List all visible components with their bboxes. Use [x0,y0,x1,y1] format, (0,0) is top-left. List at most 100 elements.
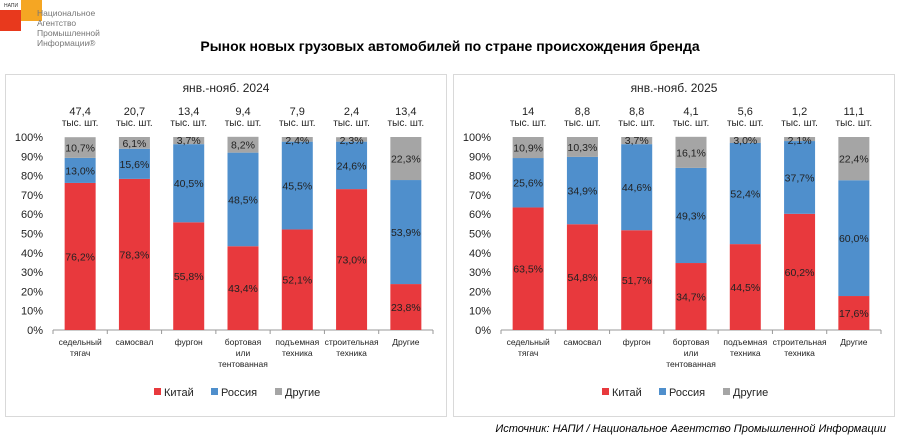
category-label: техника [336,348,367,358]
bar-Китай [621,230,653,330]
y-tick-label: 40% [21,248,43,260]
total-unit: тыс. шт. [279,118,316,129]
total-unit: тыс. шт. [62,118,99,129]
bar-Россия [64,157,96,183]
data-label: 44,6% [622,182,652,194]
category-label: строительная [325,337,379,347]
total-unit: тыс. шт. [836,118,873,129]
data-label: 76,2% [65,251,95,263]
category-label: тентованная [218,359,268,369]
category-label: или [236,348,251,358]
bar-Россия [566,156,598,225]
category-label: тентованная [666,359,716,369]
category-label: тягач [518,348,538,358]
total-value: 7,9 [290,106,305,118]
total-value: 20,7 [124,106,145,118]
bar-Россия [336,141,368,190]
data-label: 2,3% [340,135,364,147]
category-label: техника [784,348,815,358]
total-value: 47,4 [69,106,90,118]
bar-Россия [838,180,870,297]
data-label: 44,5% [730,282,760,294]
bar-Другие [336,137,368,142]
total-unit: тыс. шт. [727,118,764,129]
page-title: Рынок новых грузовых автомобилей по стра… [200,38,700,54]
source-note: Источник: НАПИ / Национальное Агентство … [495,423,886,435]
data-label: 10,3% [568,142,598,154]
total-unit: тыс. шт. [333,118,370,129]
data-label: 49,3% [676,210,706,222]
category-label: самосвал [563,337,601,347]
total-unit: тыс. шт. [116,118,153,129]
logo-square-orange [21,0,42,21]
data-label: 78,3% [120,249,150,261]
bar-Китай [390,284,422,330]
bar-Другие [512,137,544,159]
bar-Россия [621,144,653,231]
legend-label: Другие [733,387,768,399]
bar-Китай [173,222,205,330]
bar-Россия [784,141,816,214]
data-label: 3,7% [177,135,201,147]
data-label: 34,9% [568,186,598,198]
y-tick-label: 10% [469,306,491,318]
y-tick-label: 80% [21,171,43,183]
bar-Другие [675,136,707,168]
bar-Китай [512,207,544,330]
total-value: 13,4 [178,106,199,118]
legend-swatch-Россия [659,388,666,395]
bar-Китай [227,246,259,330]
bar-Другие [64,137,96,158]
category-label: седельный [507,337,550,347]
chart-title: янв.-нояб. 2024 [183,81,270,95]
bar-Другие [118,137,150,149]
y-tick-label: 30% [469,267,491,279]
data-label: 10,7% [65,143,95,155]
legend-swatch-Китай [154,388,161,395]
bar-Другие [729,137,761,143]
legend-swatch-Россия [211,388,218,395]
bar-Россия [390,180,422,285]
data-label: 34,7% [676,292,706,304]
y-tick-label: 60% [469,209,491,221]
y-tick-label: 10% [21,306,43,318]
data-label: 22,3% [391,154,421,166]
data-label: 25,6% [513,178,543,190]
bar-Россия [675,167,707,264]
category-label: строительная [773,337,827,347]
logo-square-red [0,10,21,31]
chart-panel-2025: янв.-нояб. 2025 0% 10% 20% 30% 40% 50% 60% 70% 80… [453,74,895,417]
total-value: 13,4 [395,106,416,118]
legend-swatch-Другие [275,388,282,395]
data-label: 54,8% [568,272,598,284]
bar-Другие [173,137,205,145]
legend-swatch-Китай [602,388,609,395]
y-tick-label: 50% [21,229,43,241]
bar-Россия [173,144,205,223]
chart-2025: янв.-нояб. 2025 0% 10% 20% 30% 40% 50% 60% 70% 80… [463,81,882,399]
total-value: 8,8 [575,106,590,118]
category-label: Другие [840,337,867,347]
bar-Другие [281,137,313,142]
bar-Китай [784,213,816,330]
total-value: 5,6 [738,106,753,118]
total-unit: тыс. шт. [781,118,818,129]
category-label: техника [282,348,313,358]
data-label: 55,8% [174,271,204,283]
data-label: 60,2% [785,267,815,279]
total-unit: тыс. шт. [510,118,547,129]
bar-Россия [227,152,259,247]
data-label: 45,5% [282,181,312,193]
data-label: 10,9% [513,143,543,155]
data-label: 3,0% [733,135,757,147]
bar-Китай [118,178,150,330]
y-tick-label: 40% [469,248,491,260]
y-tick-label: 70% [469,190,491,202]
data-label: 40,5% [174,178,204,190]
data-label: 60,0% [839,233,869,245]
legend-label: Россия [669,387,705,399]
bar-Китай [838,296,870,330]
bar-Другие [621,137,653,145]
bar-Китай [729,244,761,330]
legend-label: Китай [164,387,194,399]
